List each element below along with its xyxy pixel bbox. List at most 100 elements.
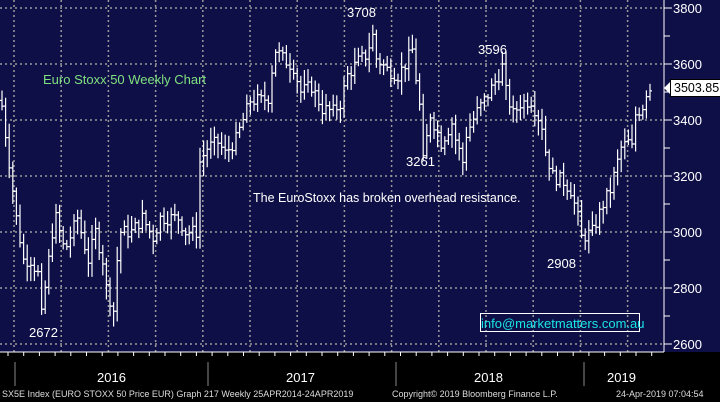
ohlc-bar xyxy=(7,123,12,179)
ohlc-bar xyxy=(489,78,494,101)
ohlc-bar xyxy=(460,142,465,176)
ohlc-bar xyxy=(288,53,292,83)
ohlc-bar xyxy=(248,96,253,115)
ohlc-bar xyxy=(388,58,393,88)
ohlc-bar xyxy=(158,212,163,241)
ohlc-bar xyxy=(36,265,40,277)
ohlc-bar xyxy=(194,212,199,249)
ohlc-bar xyxy=(374,29,379,68)
ohlc-bar xyxy=(291,59,296,80)
ohlc-bar xyxy=(468,113,472,142)
ohlc-bar xyxy=(446,127,451,145)
ohlc-bar xyxy=(147,221,152,239)
ohlc-bar xyxy=(367,32,372,73)
ohlc-bar xyxy=(396,73,400,90)
ohlc-bar xyxy=(244,94,249,123)
y-tick-label: 2800 xyxy=(673,281,702,296)
ohlc-bar xyxy=(3,97,8,147)
ohlc-bar xyxy=(0,90,4,111)
ohlc-bar xyxy=(39,263,44,315)
ohlc-bar xyxy=(392,67,397,85)
y-tick-label: 3800 xyxy=(673,1,702,16)
footer-timestamp: 24-Apr-2019 07:04:54 xyxy=(616,389,704,399)
ohlc-bar xyxy=(565,179,570,200)
ohlc-bar xyxy=(208,127,213,159)
x-year-label: 2018 xyxy=(474,370,503,385)
ohlc-bar xyxy=(406,36,411,81)
ohlc-bar xyxy=(223,134,228,160)
ohlc-bar xyxy=(28,256,33,282)
ohlc-bar xyxy=(280,46,285,61)
ohlc-bar xyxy=(172,203,177,222)
ohlc-bar xyxy=(550,157,555,174)
ohlc-bar xyxy=(295,67,300,94)
footer-copyright: Copyright© 2019 Bloomberg Finance L.P. xyxy=(392,389,558,399)
ohlc-bar xyxy=(619,140,624,173)
ohlc-bar xyxy=(64,239,69,251)
ohlc-bar xyxy=(115,246,120,322)
ohlc-bar xyxy=(241,112,246,131)
ohlc-bar xyxy=(277,42,282,63)
ohlc-bar xyxy=(32,257,37,282)
ohlc-bar xyxy=(111,302,116,327)
ohlc-bar xyxy=(43,280,48,314)
ohlc-bar xyxy=(439,125,444,152)
ohlc-bar xyxy=(118,228,123,274)
ohlc-bar xyxy=(576,196,580,226)
ohlc-bar xyxy=(572,184,577,215)
ohlc-bar xyxy=(252,89,256,111)
ohlc-bar xyxy=(496,69,501,91)
ohlc-bar xyxy=(234,121,238,156)
ohlc-bar xyxy=(403,64,408,83)
ohlc-bar xyxy=(50,223,55,262)
ohlc-bar xyxy=(554,165,559,192)
ohlc-bar xyxy=(205,140,210,168)
annotation-note: The EuroStoxx has broken overhead resist… xyxy=(253,191,521,205)
ohlc-bar xyxy=(381,59,386,76)
footer-security: SX5E Index (EURO STOXX 50 Price EUR) Gra… xyxy=(2,389,354,399)
ohlc-bar xyxy=(511,95,516,123)
ohlc-bar xyxy=(82,220,87,255)
ohlc-bar xyxy=(536,109,541,136)
ohlc-bar xyxy=(25,244,30,282)
ohlc-bar xyxy=(435,120,440,148)
ohlc-bar xyxy=(86,237,91,277)
ohlc-bar xyxy=(313,80,318,108)
ohlc-bar xyxy=(97,221,102,260)
ohlc-bar xyxy=(212,126,217,156)
ohlc-bar xyxy=(169,207,174,240)
ohlc-bar xyxy=(136,219,141,239)
annotation-3596: 3596 xyxy=(478,42,507,57)
ohlc-bar xyxy=(478,98,483,117)
ohlc-bar xyxy=(352,47,357,85)
ohlc-bar xyxy=(216,133,220,159)
ohlc-bar xyxy=(230,142,235,160)
ohlc-bar xyxy=(410,34,415,54)
ohlc-bar xyxy=(309,76,314,97)
y-tick-label: 3600 xyxy=(673,57,702,72)
ohlc-bar xyxy=(176,211,181,234)
ohlc-bar xyxy=(637,107,642,122)
ohlc-bar xyxy=(345,66,350,90)
ohlc-bar xyxy=(504,51,508,101)
ohlc-bar xyxy=(298,75,303,103)
email-link[interactable]: info@marketmatters.com.au xyxy=(480,313,644,332)
ohlc-bar xyxy=(255,84,260,112)
ohlc-bar xyxy=(421,93,426,161)
annotation-2672: 2672 xyxy=(29,325,58,340)
ohlc-bar xyxy=(493,73,498,95)
ohlc-bar xyxy=(237,122,242,139)
x-year-label: 2019 xyxy=(607,370,636,385)
ohlc-bar xyxy=(615,149,620,186)
ohlc-bar xyxy=(594,214,598,234)
last-price-label: 3503.85 xyxy=(670,79,720,97)
annotation-2908: 2908 xyxy=(547,256,576,271)
ohlc-bar xyxy=(93,217,98,250)
ohlc-bar xyxy=(187,225,192,245)
ohlc-bar xyxy=(165,211,170,234)
ohlc-bar xyxy=(608,177,613,208)
ohlc-bar xyxy=(417,73,422,111)
ohlc-bar xyxy=(226,135,231,162)
